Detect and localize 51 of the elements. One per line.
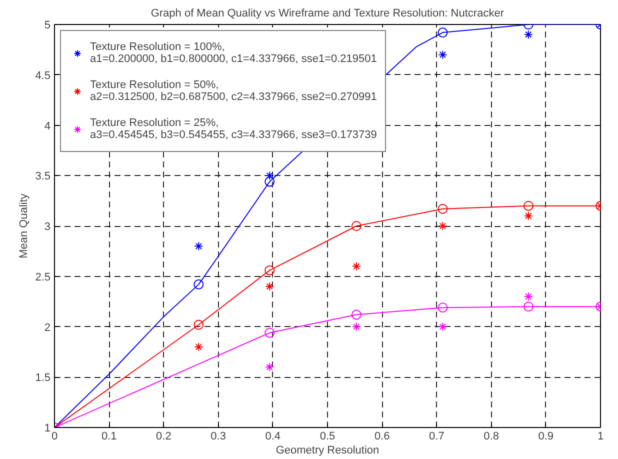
- point: [265, 171, 274, 180]
- point: [194, 279, 204, 290]
- point: [438, 50, 448, 60]
- legend-label: Texture Resolution = 100%, a1=0.200000, b1=0.800000, c1=4.337966, sse1=0.219501: [90, 40, 377, 67]
- point: [352, 262, 361, 271]
- x-axis-title: Geometry Resolution: [276, 444, 380, 456]
- point: [351, 221, 362, 231]
- point: [351, 310, 362, 320]
- x-tick-label: 0.5: [320, 430, 336, 442]
- point: [523, 200, 534, 211]
- y-tick-label: 2.5: [35, 271, 51, 284]
- y-tick-label: 4.5: [35, 70, 51, 82]
- x-tick-label: 0.3: [210, 430, 226, 442]
- x-tick-label: 0.9: [538, 430, 554, 442]
- point: [524, 211, 533, 220]
- point: [264, 176, 275, 187]
- y-tick-label: 4: [44, 120, 51, 132]
- point: [438, 222, 448, 230]
- y-tick-label: 3: [44, 221, 51, 233]
- x-tick-label: 1: [597, 430, 604, 442]
- point: [264, 265, 275, 276]
- y-tick-label: 5: [44, 20, 51, 32]
- chart-title: Graph of Mean Quality vs Wireframe and Texture Resolution: Nutcracker: [150, 8, 504, 20]
- point: [194, 342, 204, 352]
- y-tick-label: 3.5: [35, 170, 51, 183]
- point: [265, 362, 274, 372]
- point: [264, 328, 275, 338]
- point: [438, 204, 448, 214]
- x-tick-label: 0.6: [374, 430, 390, 442]
- point: [523, 302, 534, 312]
- x-tick-label: 0.1: [101, 430, 117, 442]
- x-tick-label: 0: [51, 430, 58, 442]
- point: [438, 28, 448, 38]
- point: [194, 242, 204, 251]
- point: [524, 292, 533, 302]
- y-tick-label: 1.5: [35, 372, 51, 384]
- legend-label: Texture Resolution = 25%, a3=0.454545, b3=0.545455, c3=4.337966, sse3=0.173739: [90, 116, 377, 143]
- point: [265, 282, 274, 291]
- point: [438, 322, 448, 332]
- point: [438, 302, 448, 313]
- y-axis-title: Mean Quality: [18, 193, 30, 258]
- y-tick-label: 2: [44, 322, 51, 334]
- x-tick-label: 0.8: [484, 430, 499, 442]
- point: [352, 322, 361, 332]
- x-tick-label: 0.7: [429, 430, 444, 442]
- legend-label: Texture Resolution = 50%, a2=0.312500, b2=0.687500, c2=4.337966, sse2=0.270991: [90, 78, 377, 105]
- point: [524, 30, 533, 40]
- x-tick-label: 0.2: [156, 430, 172, 442]
- x-tick-label: 0.4: [265, 430, 281, 442]
- y-tick-label: 1: [44, 422, 51, 434]
- point: [194, 320, 204, 330]
